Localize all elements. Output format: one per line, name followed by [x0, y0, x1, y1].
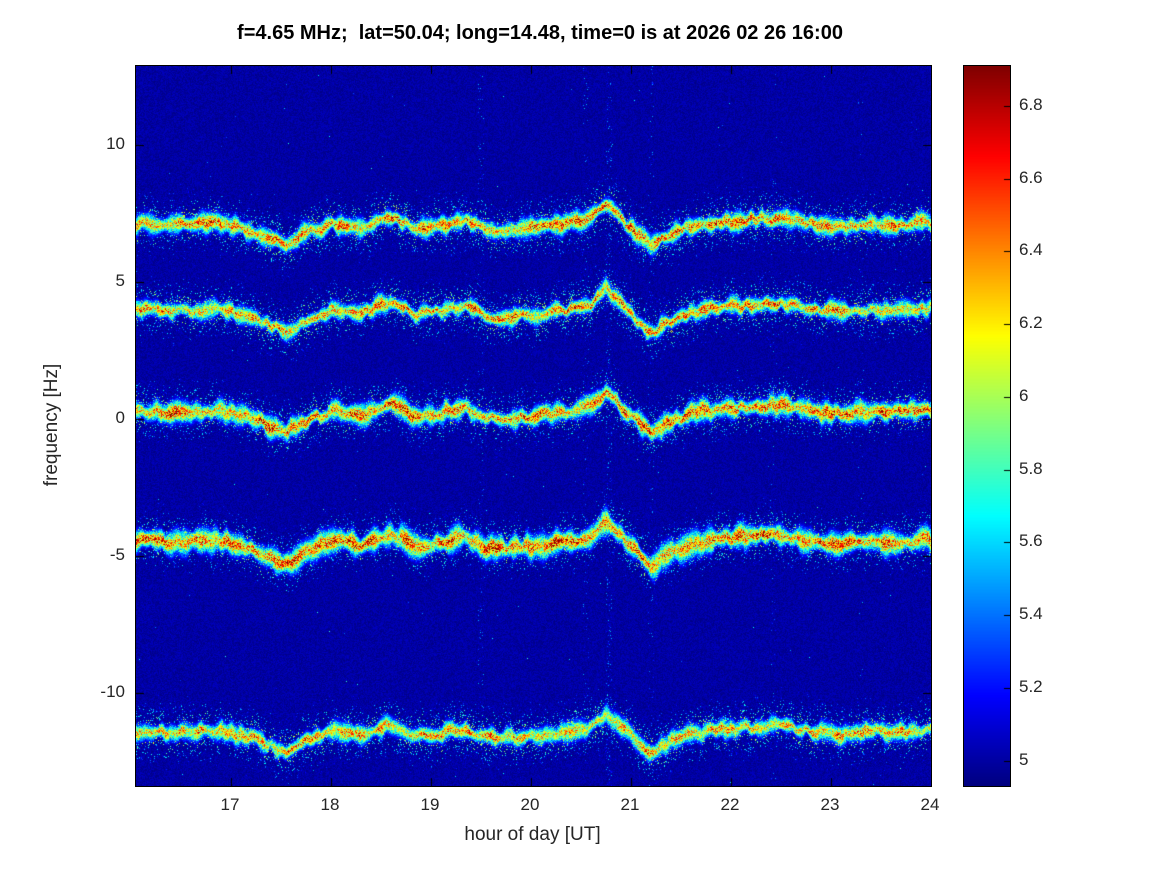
x-tick-label: 22	[720, 795, 740, 814]
x-tick-label: 21	[620, 795, 640, 814]
x-tick-label: 19	[420, 795, 440, 814]
colorbar-tick-label: 5.6	[1019, 531, 1043, 551]
x-tick-label: 18	[320, 795, 340, 814]
colorbar-tick-label: 6.6	[1019, 167, 1043, 187]
y-axis-label: frequency [Hz]	[41, 363, 62, 487]
spectrogram-plot	[135, 65, 932, 787]
colorbar-tick-label: 6.2	[1019, 313, 1043, 333]
y-tick-label: 5	[115, 271, 125, 291]
colorbar-tick-label: 6	[1019, 385, 1029, 405]
colorbar-tick-label: 6.8	[1019, 95, 1043, 114]
x-axis-label: hour of day [UT]	[464, 824, 601, 845]
chart-title: f=4.65 MHz; lat=50.04; long=14.48, time=…	[237, 22, 843, 44]
x-tick-label: 23	[820, 795, 840, 814]
colorbar-tick-label: 5.2	[1019, 676, 1043, 696]
colorbar-tick-label: 5	[1019, 749, 1029, 769]
y-tick-label: 10	[106, 134, 125, 154]
y-tick-label: -10	[100, 681, 125, 701]
x-tick-label: 17	[220, 795, 240, 814]
y-tick-label: 0	[115, 408, 125, 428]
x-tick-label: 24	[920, 795, 940, 814]
colorbar	[963, 65, 1011, 787]
colorbar-tick-label: 6.4	[1019, 240, 1043, 260]
x-tick-label: 20	[520, 795, 540, 814]
y-tick-label: -5	[109, 545, 125, 565]
colorbar-tick-label: 5.8	[1019, 458, 1043, 478]
colorbar-tick-label: 5.4	[1019, 604, 1043, 624]
